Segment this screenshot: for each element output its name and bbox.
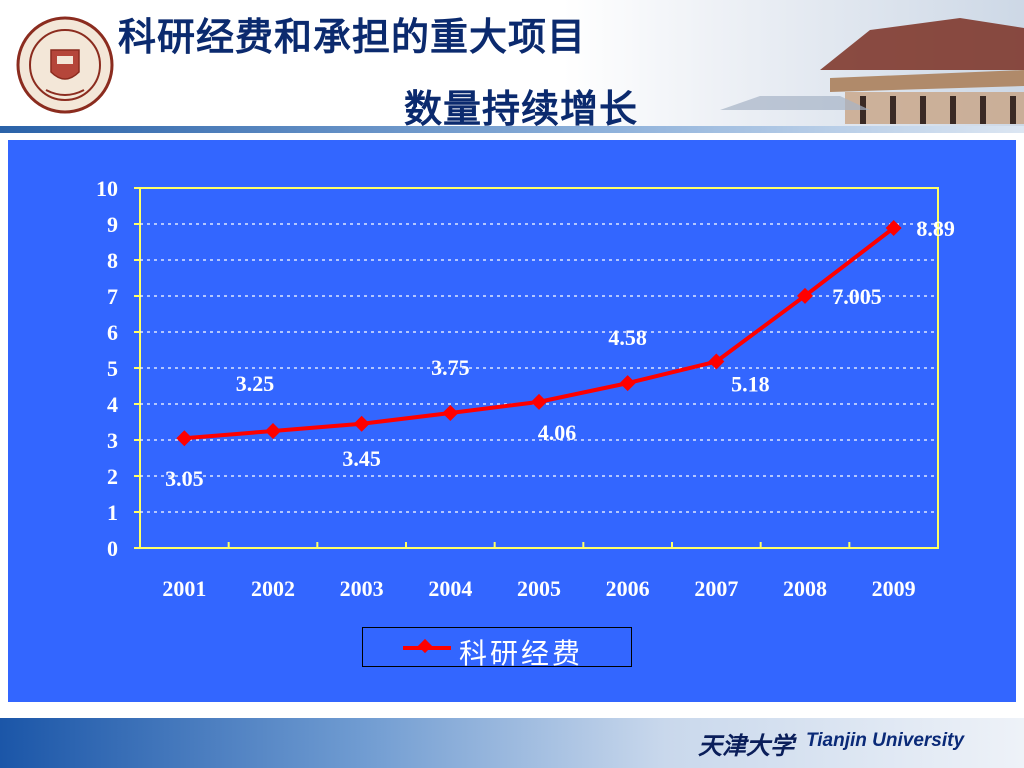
y-tick-label: 0: [107, 536, 118, 561]
legend-diamond-marker: [417, 638, 433, 654]
page-title-line-1: 科研经费和承担的重大项目: [118, 15, 587, 59]
data-label: 3.05: [165, 466, 204, 491]
tianjin-university-seal-icon: [16, 16, 114, 114]
data-point-marker: [353, 415, 370, 432]
data-point-marker: [619, 375, 636, 392]
y-tick-label: 1: [107, 500, 118, 525]
y-tick-label: 7: [107, 284, 118, 309]
header-banner: 科研经费和承担的重大项目 数量持续增长: [0, 0, 1024, 131]
footer-university-name-en: Tianjin University: [806, 730, 965, 751]
data-label: 8.89: [916, 216, 955, 241]
x-tick-label: 2003: [340, 576, 384, 601]
data-label: 7.005: [832, 284, 882, 309]
x-tick-label: 2002: [251, 576, 295, 601]
data-label: 3.25: [236, 371, 275, 396]
x-tick-label: 2005: [517, 576, 561, 601]
footer-university-name-cn: 天津大学: [698, 731, 794, 760]
chart-panel: 0 1 2 3 4 5 6 7 8 9 10 2001 2002 2003 2004 2005 2006 200…: [8, 140, 1016, 702]
x-tick-label: 2001: [162, 576, 206, 601]
y-tick-label: 9: [107, 212, 118, 237]
data-point-marker: [176, 430, 193, 447]
footer-banner: 天津大学 Tianjin University: [0, 718, 1024, 768]
line-chart: 0 1 2 3 4 5 6 7 8 9 10 2001 2002 2003 2004 2005 2006 200…: [96, 176, 955, 601]
y-tick-label: 2: [107, 464, 118, 489]
data-label: 3.75: [431, 355, 470, 380]
page-title-line-2: 数量持续增长: [404, 87, 639, 131]
x-tick-label: 2006: [606, 576, 650, 601]
data-point-marker: [708, 353, 725, 370]
y-tick-label: 10: [96, 176, 118, 201]
y-tick-label: 6: [107, 320, 118, 345]
data-label: 3.45: [342, 446, 381, 471]
chart-legend: 科研经费: [362, 627, 632, 670]
y-tick-label: 5: [107, 356, 118, 381]
header-divider: [0, 126, 1024, 133]
data-label: 4.06: [538, 420, 577, 445]
x-tick-label: 2008: [783, 576, 827, 601]
data-point-marker: [442, 405, 459, 421]
y-tick-label: 4: [107, 392, 118, 417]
x-tick-label: 2009: [872, 576, 916, 601]
data-point-marker: [265, 423, 281, 439]
building-roof-icon: [720, 18, 1024, 124]
y-tick-label: 8: [107, 248, 118, 273]
x-tick-label: 2007: [694, 576, 738, 601]
data-label: 4.58: [608, 325, 647, 350]
data-point-marker: [797, 287, 813, 304]
x-tick-label: 2004: [428, 576, 472, 601]
legend-label: 科研经费: [459, 637, 584, 670]
y-tick-label: 3: [107, 428, 118, 453]
data-point-marker: [885, 219, 902, 236]
data-point-marker: [531, 393, 547, 410]
data-label: 5.18: [731, 372, 770, 397]
